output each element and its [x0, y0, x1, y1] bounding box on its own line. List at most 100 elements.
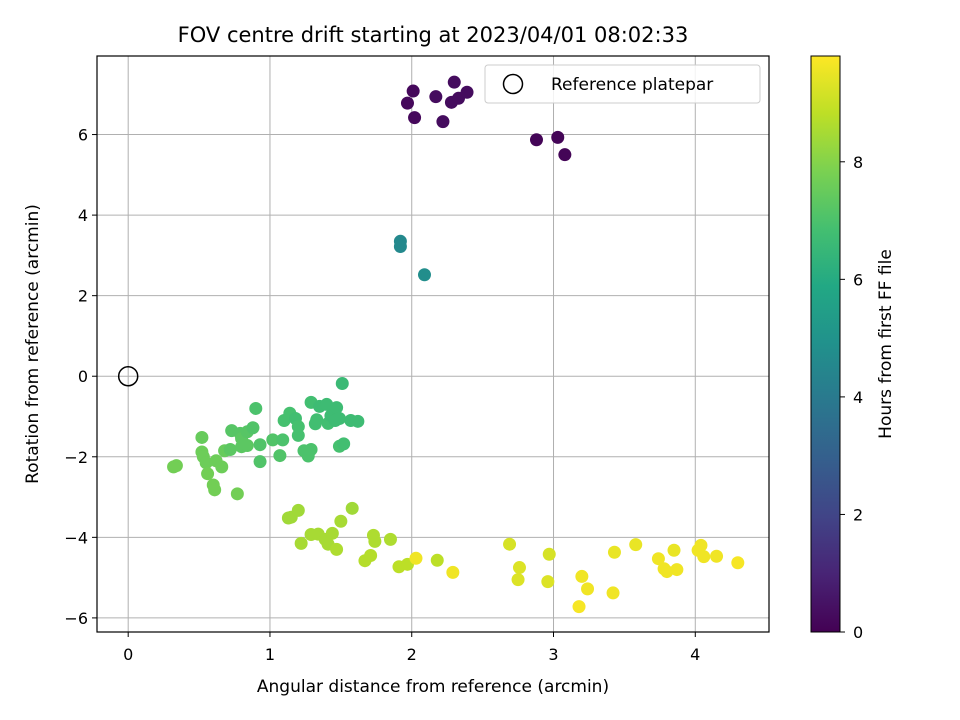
data-point: [436, 115, 450, 129]
y-axis-label: Rotation from reference (arcmin): [23, 204, 43, 484]
data-point: [446, 565, 460, 579]
data-point: [273, 449, 287, 463]
data-point: [246, 421, 260, 435]
data-point: [230, 487, 244, 501]
data-point: [345, 501, 359, 515]
y-tick-label: 2: [78, 287, 88, 306]
data-point: [447, 75, 461, 89]
data-point: [393, 240, 407, 254]
data-point: [332, 412, 346, 426]
data-point: [651, 552, 665, 566]
legend-marker: [502, 73, 524, 95]
data-point: [266, 433, 280, 447]
data-point: [400, 96, 414, 110]
data-point: [409, 551, 423, 565]
scatter-points: [167, 75, 745, 614]
data-point: [572, 600, 586, 614]
data-point: [697, 550, 711, 564]
data-point: [694, 538, 708, 552]
data-point: [364, 548, 378, 562]
grid: [97, 56, 769, 632]
colorbar-tick-label: 4: [853, 388, 863, 407]
data-point: [291, 503, 305, 517]
data-point: [408, 111, 422, 125]
data-point: [249, 401, 263, 415]
data-point: [310, 413, 324, 427]
data-point: [253, 438, 267, 452]
y-tick-label: −6: [64, 609, 88, 628]
data-point: [670, 563, 684, 577]
legend-label: Reference platepar: [551, 75, 713, 95]
colorbar-label: Hours from first FF file: [876, 249, 896, 439]
colorbar: 0 2 4 6 8 Hours from first FF file: [810, 55, 896, 642]
x-tick-label: 3: [548, 645, 558, 664]
data-point: [731, 556, 745, 570]
data-point: [575, 569, 589, 583]
data-point: [541, 575, 555, 589]
colorbar-ticks: 0 2 4 6 8: [840, 153, 863, 642]
data-point: [240, 439, 254, 453]
data-point: [383, 532, 397, 546]
data-point: [195, 430, 209, 444]
data-point: [199, 456, 213, 470]
chart-title: FOV centre drift starting at 2023/04/01 …: [178, 23, 689, 47]
data-point: [368, 534, 382, 548]
data-point: [294, 536, 308, 550]
data-point: [558, 148, 572, 162]
plot-frame: [96, 55, 770, 633]
y-axis-ticks: −6 −4 −2 0 2 4 6: [64, 126, 97, 628]
y-tick-label: −2: [64, 448, 88, 467]
data-point: [430, 553, 444, 567]
x-tick-label: 0: [123, 645, 133, 664]
data-point: [330, 401, 344, 415]
data-point: [253, 455, 267, 469]
data-point: [660, 565, 674, 579]
colorbar-tick-label: 2: [853, 505, 863, 524]
data-point: [201, 467, 215, 481]
data-point: [167, 460, 181, 474]
data-point: [325, 526, 339, 540]
data-point: [330, 542, 344, 556]
data-point: [215, 460, 229, 474]
legend: Reference platepar: [484, 64, 761, 104]
y-tick-label: 0: [78, 367, 88, 386]
data-point: [337, 437, 351, 451]
data-point: [629, 538, 643, 552]
y-tick-label: −4: [64, 528, 88, 547]
reference-platepar-marker: [117, 365, 139, 387]
data-point: [335, 376, 349, 390]
colorbar-tick-label: 6: [853, 270, 863, 289]
data-point: [291, 428, 305, 442]
data-point: [512, 561, 526, 575]
legend-box: [484, 64, 761, 104]
data-point: [511, 573, 525, 587]
data-point: [551, 130, 565, 144]
data-point: [417, 268, 431, 282]
x-tick-label: 2: [407, 645, 417, 664]
data-point: [351, 414, 365, 428]
data-point: [208, 483, 222, 497]
data-point: [503, 537, 517, 551]
data-point: [710, 549, 724, 563]
x-tick-label: 1: [265, 645, 275, 664]
data-point: [320, 397, 334, 411]
x-tick-label: 4: [690, 645, 700, 664]
y-tick-label: 6: [78, 126, 88, 145]
colorbar-tick-label: 8: [853, 153, 863, 172]
data-point: [542, 547, 556, 561]
x-axis-label: Angular distance from reference (arcmin): [257, 677, 609, 697]
data-point: [460, 85, 474, 99]
data-point: [581, 582, 595, 596]
data-point: [406, 84, 420, 98]
data-point: [304, 443, 318, 457]
data-point: [606, 586, 620, 600]
data-point: [529, 133, 543, 147]
data-point: [223, 443, 237, 457]
colorbar-gradient: [810, 55, 841, 633]
data-point: [607, 545, 621, 559]
data-point: [429, 90, 443, 104]
data-point: [276, 433, 290, 447]
data-point: [334, 514, 348, 528]
colorbar-tick-label: 0: [853, 623, 863, 642]
